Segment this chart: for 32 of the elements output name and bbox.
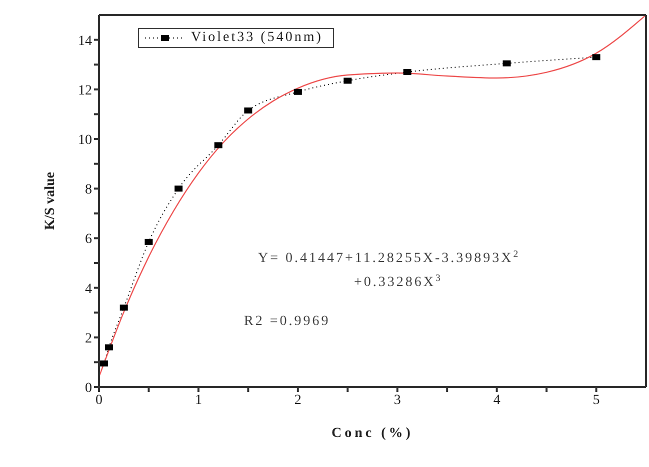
y-tick-label: 14 xyxy=(78,34,92,49)
annotation: R2 =0.9969 xyxy=(244,314,330,329)
y-tick-label: 8 xyxy=(85,182,92,198)
point xyxy=(403,69,412,76)
x-tick-label: 4 xyxy=(493,392,500,408)
point xyxy=(344,78,352,84)
point xyxy=(104,344,113,350)
annotation: +0.33286X$^{3}$ xyxy=(354,272,442,290)
x-axis-title: Conc (%) xyxy=(332,426,414,441)
legend-label: Violet33 (540nm) xyxy=(191,30,323,46)
x-tick-label: 2 xyxy=(294,392,302,408)
point xyxy=(100,360,108,366)
y-tick-label: 0 xyxy=(85,380,92,396)
y-axis-title: K/S value xyxy=(42,172,58,230)
point xyxy=(174,186,183,192)
point xyxy=(592,54,600,60)
x-tick-label: 0 xyxy=(96,392,102,408)
x-tick-label: 3 xyxy=(394,392,401,408)
annotation: Y= 0.41447+11.28255X-3.39893X$^{2}$ xyxy=(258,248,520,266)
y-tick-label: 2 xyxy=(85,331,92,346)
point xyxy=(294,88,302,95)
point xyxy=(120,304,128,311)
x-tick-label: 5 xyxy=(592,392,600,408)
y-tick-label: 12 xyxy=(78,83,92,98)
point xyxy=(244,107,252,114)
point xyxy=(502,60,511,66)
y-tick-label: 4 xyxy=(85,282,92,297)
y-tick-label: 10 xyxy=(78,132,92,148)
point xyxy=(144,238,153,245)
point xyxy=(214,142,222,148)
x-tick-label: 1 xyxy=(194,392,202,408)
y-tick-label: 6 xyxy=(85,232,92,248)
